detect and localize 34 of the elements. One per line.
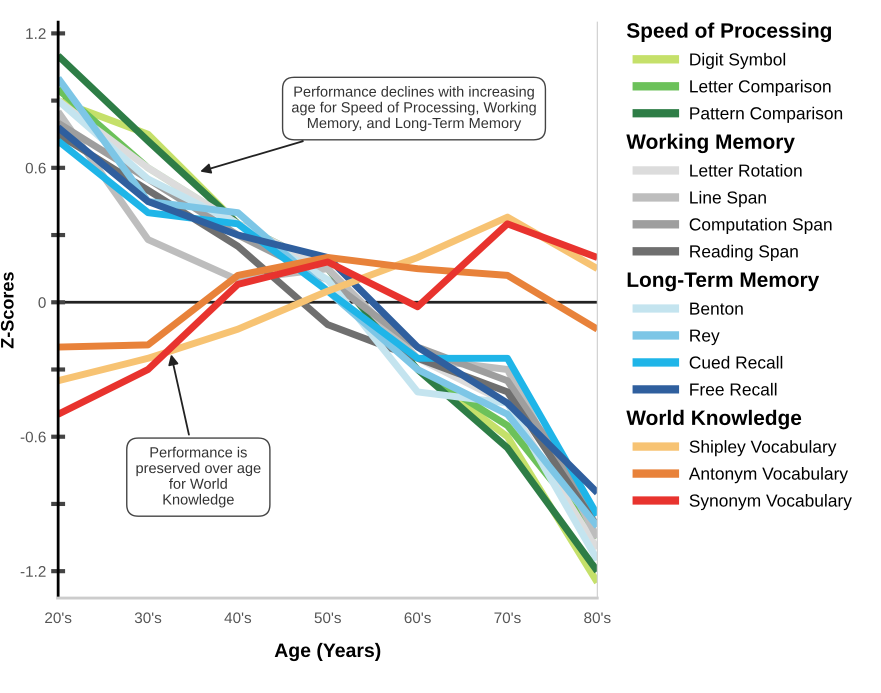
x-tick-label: 50's [314, 612, 341, 624]
y-axis-title: Z-Scores [0, 272, 14, 348]
x-tick-label: 20's [45, 612, 72, 624]
legend-label: Line Span [690, 190, 766, 208]
legend-label: Shipley Vocabulary [690, 440, 836, 456]
y-tick-label: -1.2 [20, 566, 46, 577]
x-tick-label: 30's [134, 612, 162, 624]
legend-label: Computation Span [690, 218, 832, 234]
legend-label: Digit Symbol [690, 52, 786, 70]
y-tick-label: 1.2 [26, 28, 46, 39]
legend-label: Pattern Comparison [690, 106, 842, 123]
x-axis-title: Age (Years) [274, 642, 380, 662]
legend-label: Cued Recall [690, 356, 782, 369]
text: Long-Term Memory [628, 272, 820, 292]
text: World Knowledge [626, 410, 802, 430]
annotation: Performance declines with increasing age for Speed of Processing, Working Memory, and Long-Term Memory [292, 86, 536, 132]
legend-label: Antonym Vocabulary [688, 467, 848, 484]
legend-label: Reading Span [690, 244, 798, 261]
legend-label: Benton [690, 302, 743, 315]
text: Working Memory [626, 134, 795, 154]
legend-label: Synonym Vocabulary [690, 494, 852, 510]
legend-label: Free Recall [690, 382, 776, 396]
y-tick-label: 0.6 [26, 162, 46, 174]
x-tick-label: 60's [404, 612, 431, 624]
y-tick-label: 0 [38, 297, 46, 308]
annotation: Performance is preserved over age for World Knowledge [136, 446, 261, 508]
x-tick-label: 40's [224, 612, 252, 624]
legend-label: Letter Comparison [690, 80, 830, 96]
legend-label: Rey [690, 330, 720, 346]
text: Speed of Processing [626, 22, 831, 42]
y-tick-label: -0.6 [20, 432, 46, 442]
x-tick-label: 70's [494, 612, 521, 624]
legend-label: Letter Rotation [690, 164, 802, 177]
x-tick-label: 80's [584, 612, 611, 624]
